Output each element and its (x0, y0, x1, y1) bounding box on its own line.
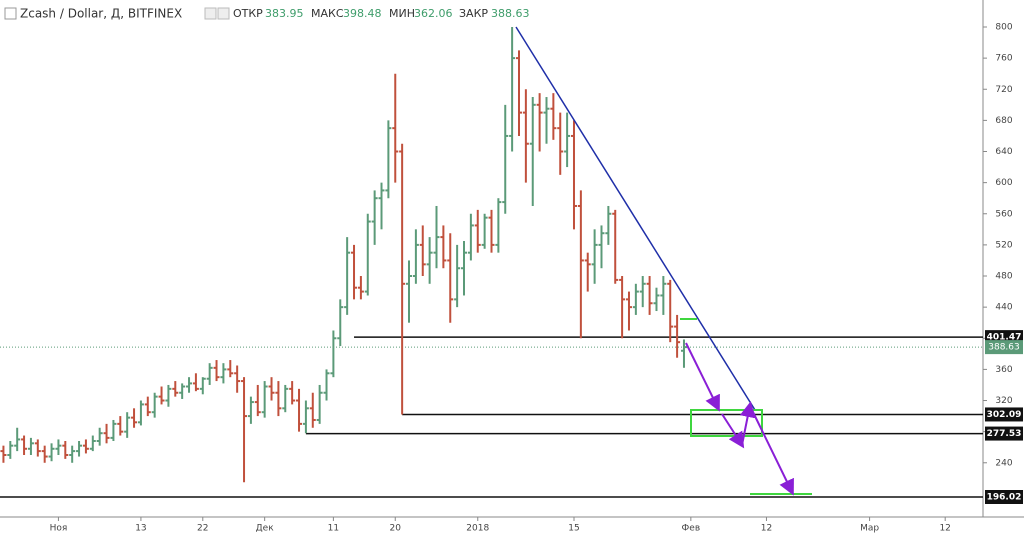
y-tick-label: 520 (995, 240, 1012, 250)
level-label: 277.53 (987, 429, 1022, 439)
level-label: 196.02 (987, 493, 1022, 503)
ohlc-value: 362.06 (414, 7, 453, 20)
x-tick-label: Ноя (50, 524, 68, 534)
ohlc-value: 383.95 (265, 7, 304, 20)
x-tick-label: 2018 (466, 524, 489, 534)
x-tick-label: Дек (256, 524, 275, 534)
menu-icon[interactable] (4, 7, 17, 20)
last-price-label: 388.63 (988, 343, 1020, 353)
y-tick-label: 640 (995, 147, 1012, 157)
ohlc-label: ОТКР (233, 7, 263, 20)
y-tick-label: 600 (995, 178, 1012, 188)
y-tick-label: 800 (995, 23, 1012, 33)
ohlc-label: МИН (389, 7, 415, 20)
settings-icon[interactable] (217, 7, 230, 20)
last-price-box (985, 340, 1023, 355)
trend-line (515, 26, 756, 411)
y-tick-label: 440 (995, 303, 1012, 313)
y-tick-label: 480 (995, 272, 1012, 282)
ohlc-label: ЗАКР (459, 7, 488, 20)
x-tick-label: 12 (939, 524, 950, 534)
target-box (690, 409, 763, 437)
y-tick-label: 360 (995, 365, 1012, 375)
level-label: 401.47 (987, 333, 1022, 343)
x-tick-label: 22 (197, 524, 208, 534)
x-tick-label: 12 (761, 524, 772, 534)
x-tick-label: 13 (135, 524, 146, 534)
y-tick-label: 240 (995, 458, 1012, 468)
x-tick-label: Фев (682, 524, 701, 534)
level-label-box (985, 407, 1023, 422)
forecast-arrows (685, 342, 794, 496)
ohlc-value: 388.63 (491, 7, 530, 20)
x-tick-label: 15 (568, 524, 579, 534)
ohlc-label: МАКС (311, 7, 344, 20)
x-tick-label: 11 (328, 524, 339, 534)
y-tick-label: 560 (995, 209, 1012, 219)
level-label: 302.09 (987, 410, 1022, 420)
chart-title: Zcash / Dollar, Д, BITFINEX (20, 7, 182, 21)
y-tick-label: 720 (995, 85, 1012, 95)
y-tick-label: 320 (995, 396, 1012, 406)
x-tick-label: Мар (860, 524, 879, 534)
x-tick-label: 20 (390, 524, 402, 534)
ohlc-value: 398.48 (343, 7, 382, 20)
level-label-box (985, 426, 1023, 441)
level-label-box (985, 490, 1023, 504)
y-tick-label: 680 (995, 116, 1012, 126)
y-tick-label: 760 (995, 54, 1012, 64)
settings-icon[interactable] (204, 7, 217, 20)
